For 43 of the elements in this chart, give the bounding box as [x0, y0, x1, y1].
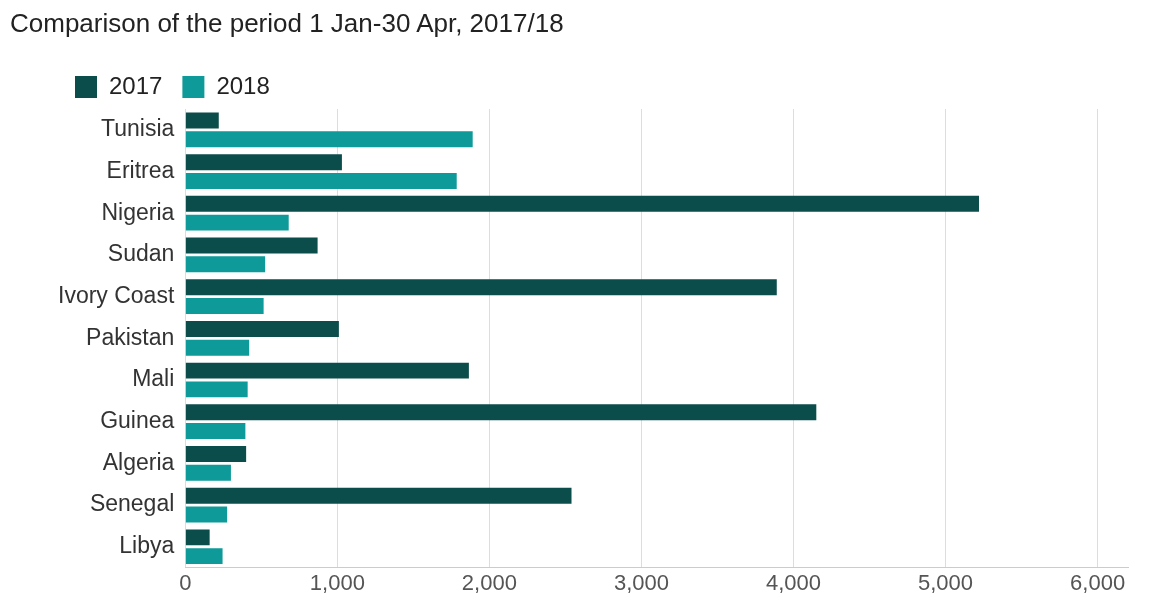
bar [185, 112, 219, 129]
bar [185, 214, 289, 231]
bar [185, 506, 228, 523]
bar [185, 446, 247, 462]
x-tick-label: 0 [179, 569, 192, 595]
legend-label: 2017 [109, 71, 163, 99]
x-tick-label: 1,000 [309, 569, 365, 595]
chart-title: Comparison of the period 1 Jan-30 Apr, 2017/18 [10, 8, 564, 39]
bar [185, 279, 777, 296]
bar [185, 381, 248, 398]
y-tick-label: Eritrea [106, 156, 175, 183]
bar [185, 464, 231, 481]
bar [185, 195, 979, 212]
y-tick-label: Tunisia [101, 115, 175, 142]
y-tick-label: Nigeria [101, 198, 175, 225]
bar [185, 423, 246, 440]
bar [185, 320, 339, 337]
bar [185, 131, 473, 148]
y-tick-label: Libya [119, 532, 175, 559]
bar [185, 237, 318, 254]
legend-label: 2018 [216, 71, 270, 99]
bar [185, 298, 264, 314]
x-tick-label: 4,000 [765, 569, 822, 595]
bar [185, 548, 223, 565]
bar [185, 172, 457, 189]
bar [185, 487, 572, 504]
x-tick-label: 2,000 [461, 569, 517, 595]
y-tick-label: Pakistan [86, 323, 175, 350]
x-tick-label: 3,000 [613, 569, 669, 595]
bar [185, 362, 469, 379]
x-tick-label: 5,000 [918, 569, 974, 595]
y-tick-label: Sudan [107, 240, 175, 267]
y-tick-label: Senegal [89, 490, 175, 517]
y-tick-label: Mali [132, 365, 175, 392]
y-tick-label: Guinea [100, 407, 175, 434]
y-tick-label: Ivory Coast [57, 281, 175, 308]
bar [185, 404, 817, 421]
y-tick-label: Algeria [102, 448, 175, 475]
bar [185, 529, 210, 546]
bar [185, 154, 342, 171]
x-tick-label: 6,000 [1070, 569, 1126, 595]
bar [185, 339, 250, 356]
bar [185, 256, 266, 273]
